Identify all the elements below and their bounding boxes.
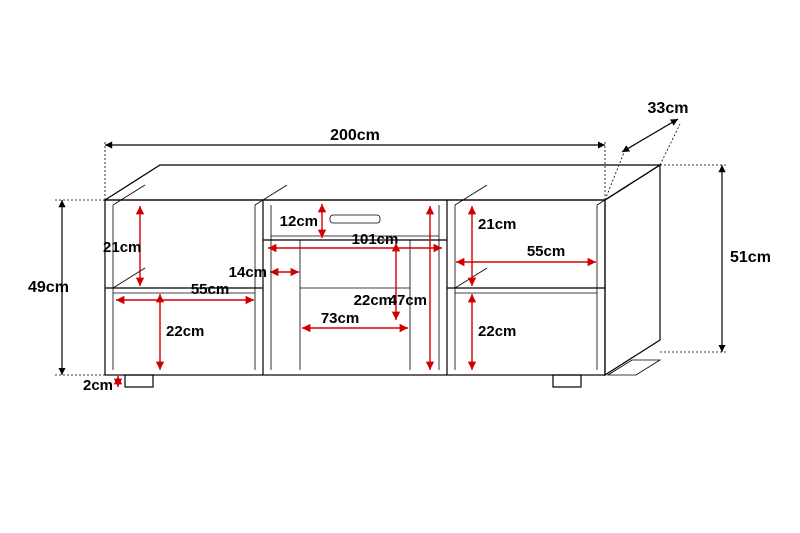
cabinet-outline: [105, 165, 660, 387]
dim-unit: cm: [338, 310, 360, 327]
dim-value: 51: [730, 249, 748, 266]
svg-text:51cm: 51cm: [730, 249, 771, 266]
dim-unit: cm: [208, 281, 230, 298]
dim-value: 12: [280, 213, 297, 230]
dim-value: 14: [229, 264, 246, 281]
svg-text:2cm: 2cm: [83, 377, 113, 394]
dim-right-upper-h: 21cm: [472, 206, 516, 286]
dim-depth: 33cm: [605, 100, 688, 200]
svg-text:12cm: 12cm: [280, 213, 318, 230]
dim-value: 2: [83, 377, 91, 394]
dim-value: 55: [191, 281, 208, 298]
dim-unit: cm: [665, 100, 688, 117]
dim-value: 22: [166, 323, 183, 340]
svg-text:49cm: 49cm: [28, 279, 69, 296]
dim-unit: cm: [377, 231, 399, 248]
dim-value: 101: [352, 231, 377, 248]
dim-unit: cm: [245, 264, 267, 281]
dim-center-inner-w: 73cm: [302, 310, 408, 328]
dim-value: 21: [103, 239, 120, 256]
dim-unit: cm: [46, 279, 69, 296]
dim-value: 33: [648, 100, 666, 117]
dim-center-gap: 14cm: [229, 264, 299, 281]
svg-text:55cm: 55cm: [527, 243, 565, 260]
dim-total-height: 51cm: [660, 165, 771, 352]
dim-value: 22: [354, 292, 371, 309]
svg-text:55cm: 55cm: [191, 281, 229, 298]
dim-value: 55: [527, 243, 544, 260]
svg-text:21cm: 21cm: [103, 239, 141, 256]
dim-unit: cm: [91, 377, 113, 394]
dim-inner-height: 49cm: [28, 200, 105, 375]
dim-value: 47: [389, 292, 406, 309]
svg-text:22cm: 22cm: [166, 323, 204, 340]
svg-text:22cm: 22cm: [478, 323, 516, 340]
dim-right-lower-h: 22cm: [472, 294, 516, 370]
svg-text:22cm: 22cm: [354, 292, 392, 309]
dim-value: 73: [321, 310, 338, 327]
dim-unit: cm: [405, 292, 427, 309]
dim-unit: cm: [296, 213, 318, 230]
dim-unit: cm: [544, 243, 566, 260]
svg-text:101cm: 101cm: [352, 231, 399, 248]
dim-total-width: 200cm: [105, 127, 605, 200]
dim-right-shelf-w: 55cm: [456, 243, 596, 262]
dim-unit: cm: [748, 249, 771, 266]
svg-text:33cm: 33cm: [648, 100, 689, 117]
dim-left-shelf-w: 55cm: [116, 281, 254, 300]
dim-value: 49: [28, 279, 46, 296]
dim-unit: cm: [495, 216, 517, 233]
dim-value: 200: [330, 127, 357, 144]
svg-text:200cm: 200cm: [330, 127, 380, 144]
dim-unit: cm: [120, 239, 142, 256]
dim-unit: cm: [357, 127, 380, 144]
dim-unit: cm: [183, 323, 205, 340]
dim-center-top-h: 12cm: [280, 204, 322, 238]
svg-text:47cm: 47cm: [389, 292, 427, 309]
svg-text:21cm: 21cm: [478, 216, 516, 233]
svg-text:73cm: 73cm: [321, 310, 359, 327]
dim-foot-h: 2cm: [83, 376, 118, 394]
dim-value: 22: [478, 323, 495, 340]
dim-value: 21: [478, 216, 495, 233]
dim-unit: cm: [495, 323, 517, 340]
dim-left-lower-h: 22cm: [160, 294, 204, 370]
svg-text:14cm: 14cm: [229, 264, 267, 281]
dimension-diagram: 200cm 33cm 51cm 49cm 21cm 22cm 55cm 2: [0, 0, 800, 533]
